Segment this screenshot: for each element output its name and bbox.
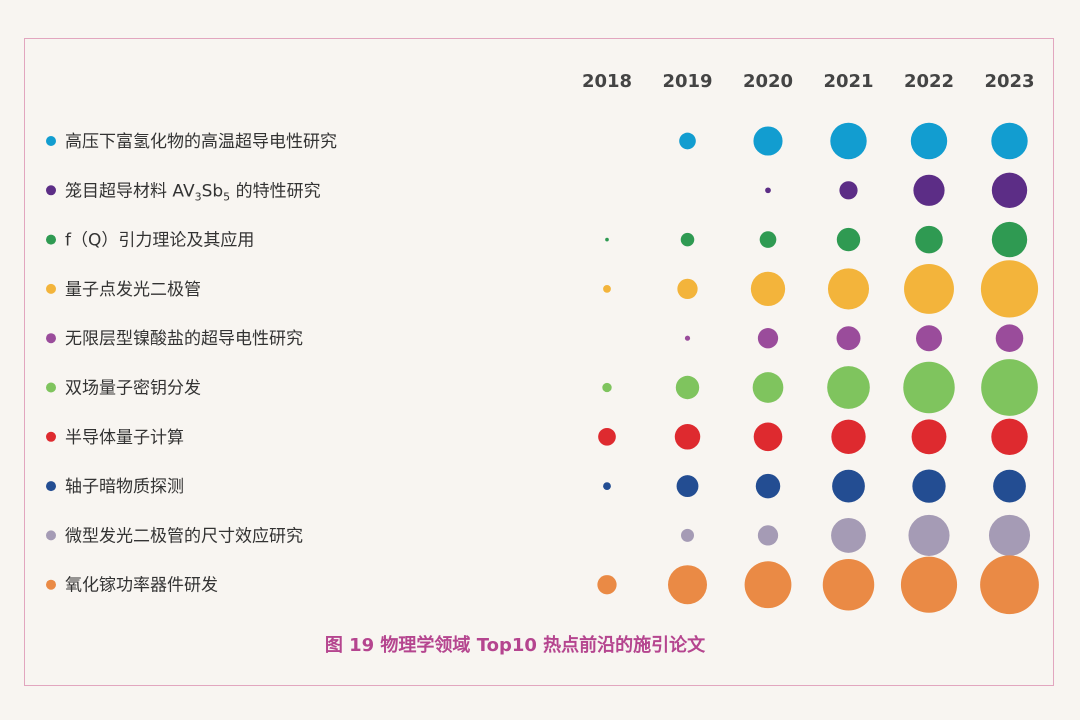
bubble-2018 (602, 382, 612, 393)
chart-caption: 图 19 物理学领域 Top10 热点前沿的施引论文 (325, 634, 706, 656)
bubble-2020 (752, 372, 784, 403)
legend-dot (46, 579, 56, 590)
row-label: 高压下富氢化物的高温超导电性研究 (65, 132, 337, 152)
bubble-2019 (668, 565, 707, 605)
bubble-2021 (836, 227, 861, 252)
row-label: 无限层型镍酸盐的超导电性研究 (65, 329, 303, 349)
legend-dot (46, 333, 56, 344)
row-label: 双场量子密钥分发 (65, 379, 201, 399)
bubble-2021 (822, 558, 875, 611)
row-label: 轴子暗物质探测 (65, 477, 184, 497)
bubble-2019 (675, 375, 700, 400)
bubble-2019 (679, 132, 696, 150)
bubble-2023 (991, 221, 1028, 258)
legend-dot (46, 283, 56, 294)
bubble-2021 (827, 268, 870, 310)
bubble-2021 (830, 122, 867, 160)
legend-dot (46, 382, 56, 393)
year-label-2023: 2023 (984, 71, 1034, 92)
topic-row: 笼目超导材料 AV3Sb5 的特性研究 (46, 172, 1028, 208)
topic-row: f（Q）引力理论及其应用 (46, 221, 1028, 258)
topic-row: 半导体量子计算 (46, 418, 1028, 455)
row-label: f（Q）引力理论及其应用 (65, 231, 254, 251)
bubble-2022 (913, 174, 945, 206)
bubble-2022 (916, 325, 942, 352)
topic-row: 高压下富氢化物的高温超导电性研究 (46, 122, 1028, 160)
chart-frame: 2018 2019 2020 2021 2022 2023 高压下富氢化物的高温超导电性研… (24, 38, 1054, 686)
bubble-2020 (744, 561, 792, 609)
bubble-2022 (904, 263, 954, 314)
bubble-2020 (765, 187, 771, 194)
bubble-2020 (759, 231, 777, 248)
bubble-2021 (839, 181, 858, 200)
bubble-2020 (750, 271, 786, 307)
bubble-2019 (674, 424, 701, 450)
bubble-2023 (995, 324, 1024, 352)
bubble-2018 (597, 575, 617, 595)
bubble-2018 (598, 427, 616, 446)
bubble-2020 (757, 328, 779, 349)
bubble-2019 (676, 475, 699, 498)
topic-row: 微型发光二极管的尺寸效应研究 (46, 514, 1031, 556)
row-label: 氧化镓功率器件研发 (65, 576, 218, 596)
topic-row: 氧化镓功率器件研发 (46, 555, 1039, 615)
bubble-2022 (910, 122, 948, 160)
topic-row: 量子点发光二极管 (46, 260, 1039, 318)
bubble-2018 (605, 237, 609, 242)
legend-dot (46, 530, 56, 541)
bubble-2023 (980, 555, 1039, 615)
year-axis: 2018 2019 2020 2021 2022 2023 (582, 71, 1035, 92)
year-label-2021: 2021 (823, 71, 873, 92)
row-label: 微型发光二极管的尺寸效应研究 (65, 526, 303, 546)
bubble-2022 (908, 514, 950, 556)
bubble-2021 (836, 326, 861, 351)
bubble-2019 (684, 335, 691, 341)
row-label: 半导体量子计算 (65, 428, 184, 448)
topic-row: 双场量子密钥分发 (46, 359, 1038, 416)
bubble-2021 (831, 419, 866, 454)
bubble-2023 (991, 172, 1028, 208)
row-label: 量子点发光二极管 (65, 280, 201, 300)
legend-dot (46, 234, 56, 245)
topic-row: 无限层型镍酸盐的超导电性研究 (46, 324, 1024, 352)
bubble-2021 (827, 366, 870, 409)
legend-dot (46, 481, 56, 492)
bubble-2020 (753, 422, 783, 452)
row-label: 笼目超导材料 AV3Sb5 的特性研究 (65, 181, 321, 203)
bubble-2022 (900, 556, 958, 613)
bubble-2022 (915, 225, 943, 254)
bubble-chart: 2018 2019 2020 2021 2022 2023 高压下富氢化物的高温超导电性研… (46, 71, 1039, 656)
bubble-2023 (981, 359, 1038, 416)
bubble-2022 (912, 469, 946, 503)
bubble-2019 (680, 232, 695, 247)
bubble-2023 (991, 418, 1028, 455)
bubble-2018 (603, 285, 611, 293)
bubble-2020 (753, 126, 783, 156)
year-label-2018: 2018 (582, 71, 632, 92)
year-label-2019: 2019 (662, 71, 712, 92)
legend-dot (46, 136, 56, 146)
bubble-2022 (911, 419, 947, 455)
topic-row: 轴子暗物质探测 (46, 469, 1026, 503)
legend-dot (46, 185, 56, 196)
bubble-2023 (991, 122, 1028, 160)
bubble-2018 (603, 482, 611, 490)
bubble-2019 (677, 278, 698, 300)
bubble-2023 (980, 260, 1039, 318)
bubble-2020 (755, 473, 781, 499)
bubble-2023 (993, 469, 1026, 503)
year-label-2020: 2020 (743, 71, 793, 92)
legend-dot (46, 431, 56, 442)
bubble-2023 (988, 514, 1031, 556)
year-label-2022: 2022 (904, 71, 954, 92)
bubble-2021 (832, 469, 865, 503)
bubble-2020 (757, 525, 779, 546)
bubble-2021 (831, 517, 866, 553)
bubble-2022 (903, 361, 955, 414)
bubble-2019 (681, 528, 694, 542)
